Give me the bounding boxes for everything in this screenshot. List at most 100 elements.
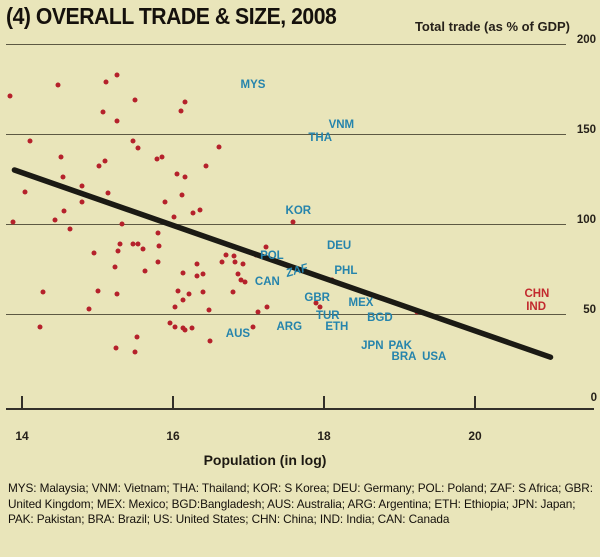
plot-area: 200 150 100 50 14 16 18 20 0 MYS VNM THA KOR DEU POL ZA… <box>6 34 597 443</box>
data-point <box>27 138 33 144</box>
data-point <box>67 226 73 232</box>
data-point <box>223 252 229 258</box>
gridline-100 <box>6 223 566 225</box>
data-point <box>60 174 66 180</box>
x-tick-16 <box>172 396 174 408</box>
data-point <box>182 99 188 105</box>
country-code-legend: MYS: Malaysia; VNM: Vietnam; THA: Thaila… <box>8 481 593 527</box>
y-tick-label-150: 150 <box>576 124 596 136</box>
country-label-GBR: GBR <box>304 291 330 304</box>
data-point <box>140 246 146 252</box>
country-label-IND: IND <box>526 300 547 313</box>
data-point <box>230 289 236 295</box>
country-label-ARG: ARG <box>276 320 303 333</box>
x-tick-20 <box>474 396 476 408</box>
country-label-ZAF: ZAF <box>284 261 310 280</box>
data-point <box>58 154 64 160</box>
data-point <box>172 324 178 330</box>
data-point <box>79 183 85 189</box>
x-tick-14 <box>21 396 23 408</box>
data-point <box>130 138 136 144</box>
data-point <box>134 334 140 340</box>
gridline-50 <box>6 313 566 315</box>
country-label-ETH: ETH <box>325 320 349 333</box>
data-point <box>115 248 121 254</box>
data-point <box>114 72 120 78</box>
data-point <box>135 145 141 151</box>
data-point <box>255 309 261 315</box>
data-point <box>207 338 213 344</box>
data-point <box>155 230 161 236</box>
country-label-PAK: PAK <box>388 340 412 353</box>
y-tick-label-50: 50 <box>583 304 596 316</box>
country-label-MEX: MEX <box>348 297 374 310</box>
data-point <box>103 79 109 85</box>
country-label-MYS: MYS <box>240 79 266 92</box>
data-point <box>79 199 85 205</box>
data-point <box>102 158 108 164</box>
data-point <box>162 199 168 205</box>
data-point <box>178 108 184 114</box>
y-axis-title: Total trade (as % of GDP) <box>414 19 570 34</box>
data-point <box>290 219 296 225</box>
data-point <box>182 174 188 180</box>
data-point <box>179 192 185 198</box>
country-label-KOR: KOR <box>285 205 312 218</box>
data-point <box>219 259 225 265</box>
x-tick-label-20: 20 <box>468 429 482 443</box>
x-tick-label-16: 16 <box>166 429 180 443</box>
data-point <box>105 190 111 196</box>
data-point <box>135 241 141 247</box>
data-point <box>119 221 125 227</box>
data-point <box>240 261 246 267</box>
x-tick-label-14: 14 <box>15 429 29 443</box>
data-point <box>203 163 209 169</box>
data-point <box>231 253 237 259</box>
data-point <box>414 309 420 315</box>
country-label-JPN: JPN <box>361 340 384 353</box>
data-point <box>190 210 196 216</box>
data-point <box>113 345 119 351</box>
data-point <box>95 288 101 294</box>
data-point <box>130 241 136 247</box>
data-point <box>167 320 173 326</box>
country-label-AUS: AUS <box>225 327 251 340</box>
data-point <box>132 97 138 103</box>
data-point <box>329 277 335 283</box>
data-point <box>200 289 206 295</box>
data-point <box>114 118 120 124</box>
gridline-150 <box>6 133 566 135</box>
data-point <box>232 259 238 265</box>
x-axis-line <box>6 408 594 410</box>
data-point <box>317 304 323 310</box>
country-label-TUR: TUR <box>315 309 340 322</box>
data-point <box>194 273 200 279</box>
country-label-BRA: BRA <box>391 351 417 364</box>
data-point <box>114 291 120 297</box>
data-point <box>52 217 58 223</box>
data-point <box>61 208 67 214</box>
country-label-CHN: CHN <box>524 288 550 301</box>
data-point <box>216 144 222 150</box>
data-point <box>112 264 118 270</box>
data-point <box>154 156 160 162</box>
data-point <box>159 154 165 160</box>
data-point <box>175 288 181 294</box>
data-point <box>263 244 269 250</box>
data-point <box>86 306 92 312</box>
data-point <box>242 279 248 285</box>
data-point <box>180 270 186 276</box>
data-point <box>156 243 162 249</box>
country-label-BGD: BGD <box>367 311 393 324</box>
data-point <box>206 307 212 313</box>
data-point <box>117 241 123 247</box>
data-point <box>189 325 195 331</box>
x-tick-18 <box>323 396 325 408</box>
country-label-VNM: VNM <box>328 119 355 131</box>
data-point <box>197 207 203 213</box>
data-point <box>200 271 206 277</box>
y-tick-label-0: 0 <box>590 392 597 404</box>
data-point <box>22 189 28 195</box>
data-point <box>91 250 97 256</box>
